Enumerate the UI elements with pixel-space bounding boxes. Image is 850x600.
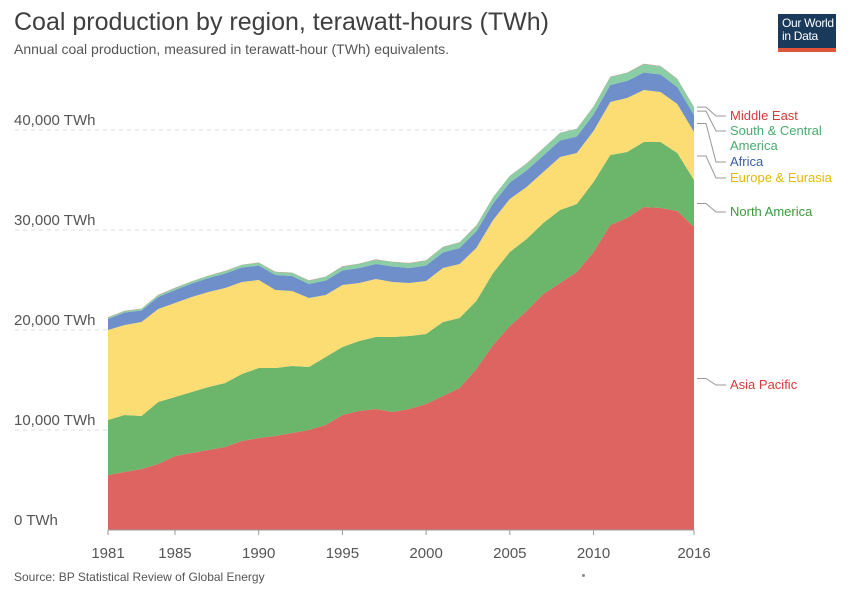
legend-label: South & Central America bbox=[730, 123, 822, 153]
legend-connector bbox=[697, 203, 726, 213]
legend-connector bbox=[697, 155, 726, 179]
area-series bbox=[108, 63, 694, 531]
x-tick-label: 1981 bbox=[91, 545, 124, 562]
y-tick-label: 0 TWh bbox=[14, 512, 58, 529]
x-axis-ticks: 1981 1985 1990 1995 2000 2005 2010 2016 bbox=[91, 530, 711, 562]
legend-label-line: South & Central bbox=[730, 123, 822, 138]
x-tick-label: 2016 bbox=[677, 545, 710, 562]
legend-label-line: Europe & Eurasia bbox=[730, 170, 833, 185]
legend-label: Europe & Eurasia bbox=[730, 170, 833, 185]
legend-label: Africa bbox=[730, 154, 764, 169]
chart-subtitle: Annual coal production, measured in tera… bbox=[14, 41, 449, 57]
source-note: Source: BP Statistical Review of Global … bbox=[14, 570, 265, 584]
x-tick-label: 2005 bbox=[493, 545, 526, 562]
legend-connector bbox=[697, 123, 726, 163]
legend-connector bbox=[697, 106, 726, 117]
legend-connector bbox=[697, 110, 726, 132]
x-tick-label: 2010 bbox=[577, 545, 610, 562]
legend-connector bbox=[697, 378, 726, 386]
legend-label: North America bbox=[730, 204, 813, 219]
x-tick-label: 1995 bbox=[326, 545, 359, 562]
y-tick-label: 30,000 TWh bbox=[14, 212, 95, 229]
legend-label-line: Asia Pacific bbox=[730, 377, 798, 392]
x-tick-label: 2000 bbox=[409, 545, 442, 562]
logo-line-2: in Data bbox=[782, 29, 818, 43]
x-tick-label: 1990 bbox=[242, 545, 275, 562]
legend-label-line: Middle East bbox=[730, 108, 798, 123]
x-tick-label: 1985 bbox=[158, 545, 191, 562]
legend-label-line: America bbox=[730, 138, 778, 153]
logo-line-1: Our World bbox=[782, 16, 834, 30]
legend-label: Middle East bbox=[730, 108, 798, 123]
pagination-dot bbox=[582, 574, 585, 577]
legend-label: Asia Pacific bbox=[730, 377, 798, 392]
area-north-america bbox=[108, 142, 694, 475]
chart-title: Coal production by region, terawatt-hour… bbox=[14, 8, 549, 36]
area-europe-eurasia bbox=[108, 90, 694, 420]
y-tick-label: 40,000 TWh bbox=[14, 112, 95, 129]
our-world-in-data-logo[interactable]: Our World in Data bbox=[778, 14, 836, 52]
area-africa bbox=[108, 72, 694, 330]
y-tick-label: 10,000 TWh bbox=[14, 412, 95, 429]
y-axis-ticks: 0 TWh 10,000 TWh 20,000 TWh 30,000 TWh 40,00… bbox=[14, 112, 95, 529]
legend-label-line: North America bbox=[730, 204, 813, 219]
area-asia-pacific bbox=[108, 207, 694, 530]
legend-label-line: Africa bbox=[730, 154, 764, 169]
y-tick-label: 20,000 TWh bbox=[14, 312, 95, 329]
